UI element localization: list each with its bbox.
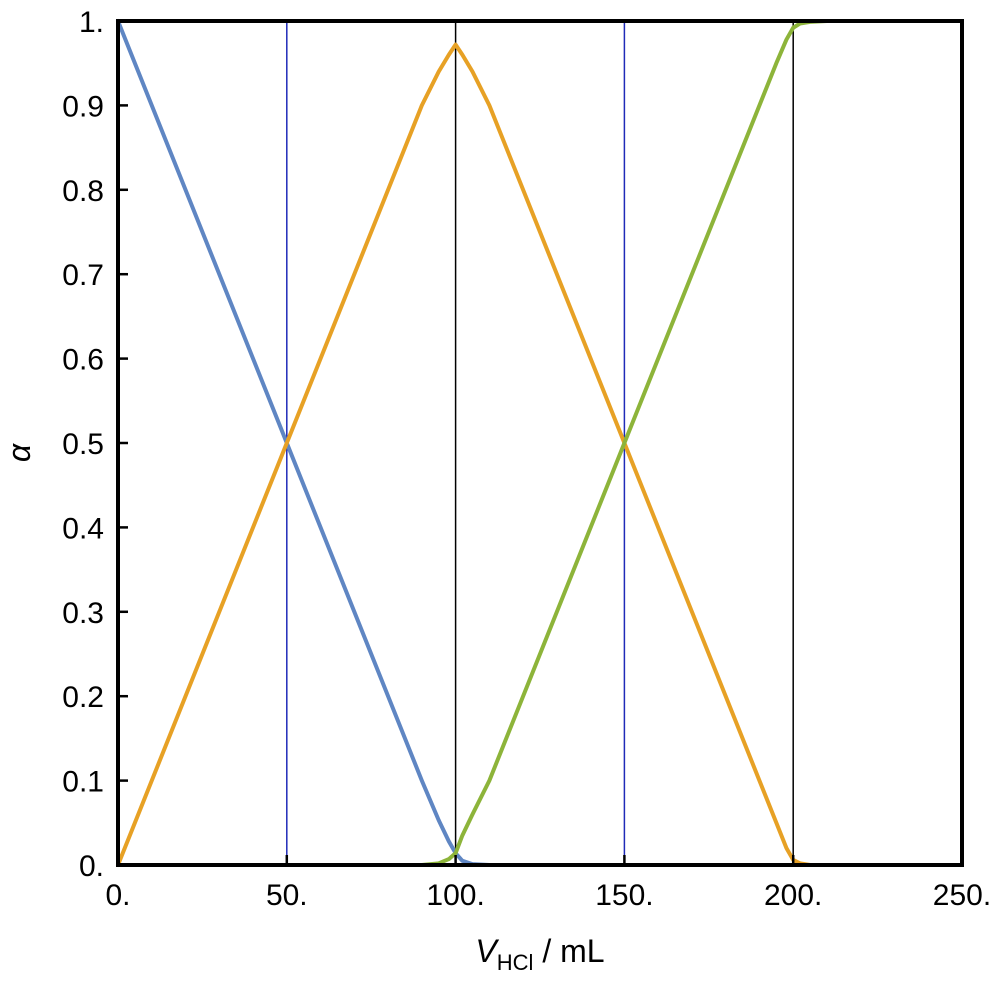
x-tick-label: 250. xyxy=(933,879,991,912)
series-line-3 xyxy=(116,19,964,867)
y-tick-label: 0.3 xyxy=(62,597,104,630)
x-axis-ticks: 0. 50. 100. 150. 200. 250. xyxy=(105,855,991,912)
x-axis-label: VHCl / mL xyxy=(475,933,604,975)
series-line-1 xyxy=(116,19,964,867)
x-tick-label: 50. xyxy=(266,879,308,912)
y-tick-label: 0.2 xyxy=(62,681,104,714)
y-axis-label: α xyxy=(1,443,37,462)
y-tick-label: 0.1 xyxy=(62,766,104,799)
x-tick-label: 0. xyxy=(105,879,130,912)
y-tick-label: 0. xyxy=(79,850,104,883)
y-tick-label: 1. xyxy=(79,6,104,39)
x-tick-label: 200. xyxy=(764,879,822,912)
y-tick-label: 0.4 xyxy=(62,512,104,545)
x-tick-label: 150. xyxy=(595,879,653,912)
y-tick-label: 0.5 xyxy=(62,428,104,461)
x-tick-label: 100. xyxy=(426,879,484,912)
series-lines xyxy=(116,19,964,867)
y-tick-label: 0.6 xyxy=(62,344,104,377)
y-tick-label: 0.7 xyxy=(62,259,104,292)
y-tick-label: 0.9 xyxy=(62,90,104,123)
y-tick-label: 0.8 xyxy=(62,175,104,208)
series-line-2 xyxy=(116,42,964,867)
reference-lines xyxy=(286,21,794,865)
y-axis-ticks: 0. 0.1 0.2 0.3 0.4 0.5 0.6 0.7 0.8 0.9 1. xyxy=(62,6,128,883)
plot-frame xyxy=(116,19,964,867)
